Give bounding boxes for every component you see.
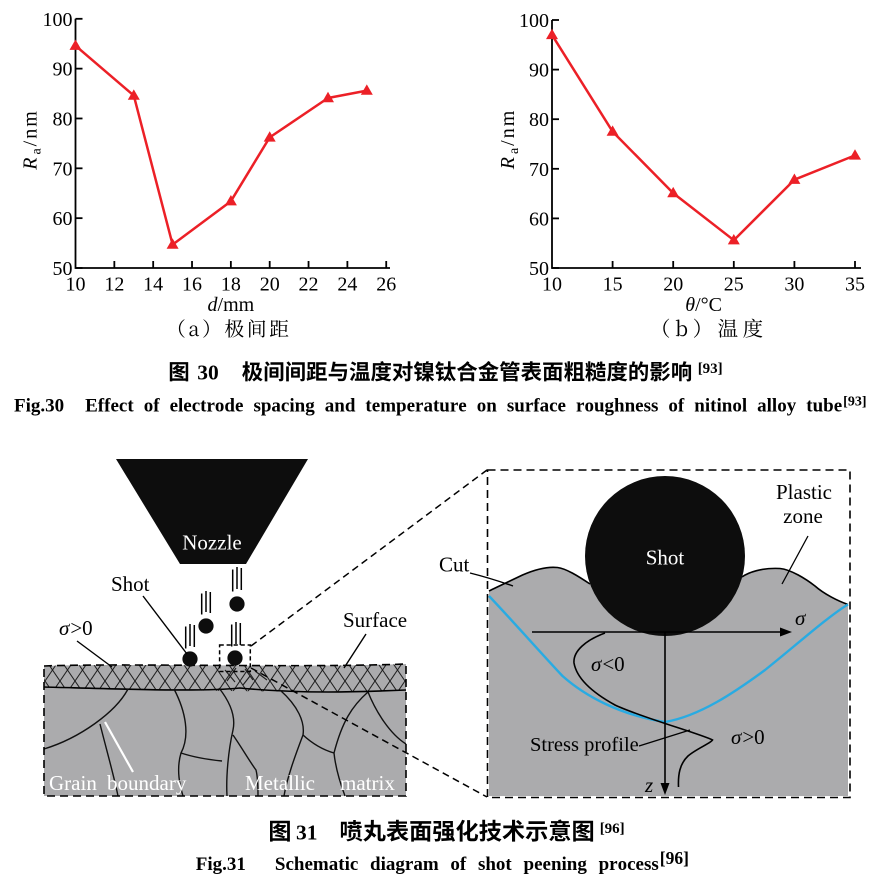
svg-text:d: d xyxy=(208,294,219,316)
svg-text:31: 31 xyxy=(296,821,318,845)
svg-text:z: z xyxy=(644,773,653,797)
svg-text:/nm: /nm xyxy=(497,109,519,146)
svg-text:σ: σ xyxy=(591,652,603,676)
svg-text:80: 80 xyxy=(529,109,549,131)
svg-text:Effect of electrode spacing an: Effect of electrode spacing and temperat… xyxy=(85,396,842,417)
svg-text:70: 70 xyxy=(53,158,73,180)
svg-text:θ: θ xyxy=(685,294,695,316)
svg-text:Stress profile: Stress profile xyxy=(530,734,639,756)
svg-text:12: 12 xyxy=(104,273,124,295)
svg-text:90: 90 xyxy=(53,59,73,81)
svg-text:R: R xyxy=(20,158,42,171)
svg-text:15: 15 xyxy=(603,273,623,295)
svg-text:26: 26 xyxy=(376,273,396,295)
svg-text:matrix: matrix xyxy=(340,771,395,795)
svg-text:σ: σ xyxy=(731,725,743,749)
svg-text:10: 10 xyxy=(66,273,86,295)
svg-text:90: 90 xyxy=(529,60,549,82)
svg-text:100: 100 xyxy=(43,9,73,31)
svg-text:10: 10 xyxy=(542,273,562,295)
svg-text:Fig.31: Fig.31 xyxy=(196,854,246,875)
svg-text:Shot: Shot xyxy=(111,572,150,596)
svg-text:80: 80 xyxy=(53,108,73,130)
svg-text:18: 18 xyxy=(221,273,241,295)
svg-text:70: 70 xyxy=(529,159,549,181)
svg-text:20: 20 xyxy=(260,273,280,295)
svg-text:30: 30 xyxy=(784,273,804,295)
svg-text:35: 35 xyxy=(845,273,865,295)
svg-text:25: 25 xyxy=(724,273,744,295)
svg-text:a: a xyxy=(507,147,522,154)
svg-text:boundary: boundary xyxy=(107,771,187,795)
svg-text:Surface: Surface xyxy=(343,608,407,632)
svg-text:Schematic diagram of shot peen: Schematic diagram of shot peening proces… xyxy=(275,854,659,875)
svg-text:σ: σ xyxy=(795,606,807,630)
svg-text:Fig.30: Fig.30 xyxy=(14,396,64,417)
svg-text:20: 20 xyxy=(663,273,683,295)
svg-text:Plastic: Plastic xyxy=(776,480,832,504)
svg-text:Grain: Grain xyxy=(49,771,97,795)
svg-text:>0: >0 xyxy=(70,616,92,640)
svg-text:Nozzle: Nozzle xyxy=(182,531,241,555)
svg-text:zone: zone xyxy=(783,504,823,528)
svg-text:>0: >0 xyxy=(742,725,764,749)
svg-text:14: 14 xyxy=(143,273,163,295)
svg-text:100: 100 xyxy=(519,10,549,32)
svg-text:<0: <0 xyxy=(602,652,624,676)
svg-text:60: 60 xyxy=(529,208,549,230)
svg-text:a: a xyxy=(30,148,45,155)
svg-text:22: 22 xyxy=(299,273,319,295)
svg-text:R: R xyxy=(497,157,519,170)
svg-text:/°C: /°C xyxy=(695,294,722,316)
svg-text:50: 50 xyxy=(529,258,549,280)
svg-text:Cut: Cut xyxy=(439,553,470,577)
svg-text:/nm: /nm xyxy=(20,109,42,146)
svg-text:16: 16 xyxy=(182,273,202,295)
svg-text:Shot: Shot xyxy=(646,545,685,569)
svg-text:[93]: [93] xyxy=(843,395,866,410)
svg-text:30: 30 xyxy=(197,361,219,385)
svg-text:Metallic: Metallic xyxy=(245,771,315,795)
svg-text:/mm: /mm xyxy=(218,294,255,316)
svg-text:60: 60 xyxy=(53,208,73,230)
svg-text:[93]: [93] xyxy=(698,361,723,377)
svg-text:50: 50 xyxy=(53,258,73,280)
svg-text:[96]: [96] xyxy=(600,821,625,837)
svg-text:[96]: [96] xyxy=(660,848,689,868)
svg-text:24: 24 xyxy=(337,273,357,295)
svg-text:σ: σ xyxy=(59,616,71,640)
